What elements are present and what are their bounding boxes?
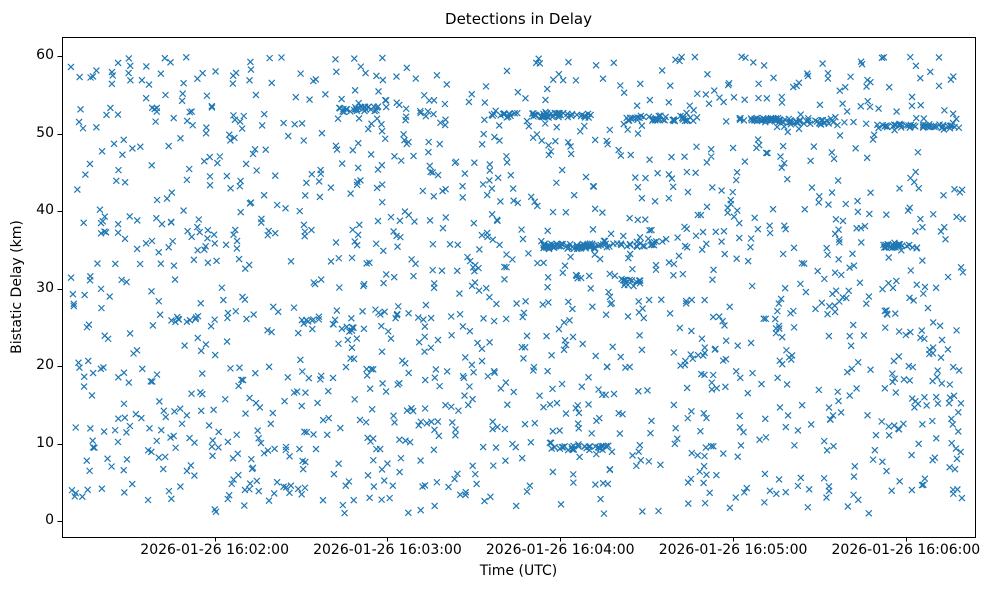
- y-tick-label: 10: [36, 434, 54, 451]
- x-tick-label: 2026-01-26 16:04:00: [485, 542, 635, 558]
- y-tick-label: 60: [36, 47, 54, 64]
- y-tick-label: 0: [45, 512, 54, 529]
- y-tick-label: 30: [36, 279, 54, 296]
- chart-title: Detections in Delay: [445, 10, 592, 28]
- y-tick-label: 20: [36, 357, 54, 374]
- x-tick-label: 2026-01-26 16:06:00: [831, 542, 981, 558]
- x-tick-label: 2026-01-26 16:02:00: [140, 542, 289, 558]
- x-tick-label: 2026-01-26 16:03:00: [313, 542, 462, 558]
- y-tick-label: 40: [36, 202, 54, 219]
- y-tick-label: 50: [36, 124, 54, 141]
- x-axis-label: Time (UTC): [479, 563, 558, 579]
- x-tick-label: 2026-01-26 16:05:00: [658, 542, 808, 558]
